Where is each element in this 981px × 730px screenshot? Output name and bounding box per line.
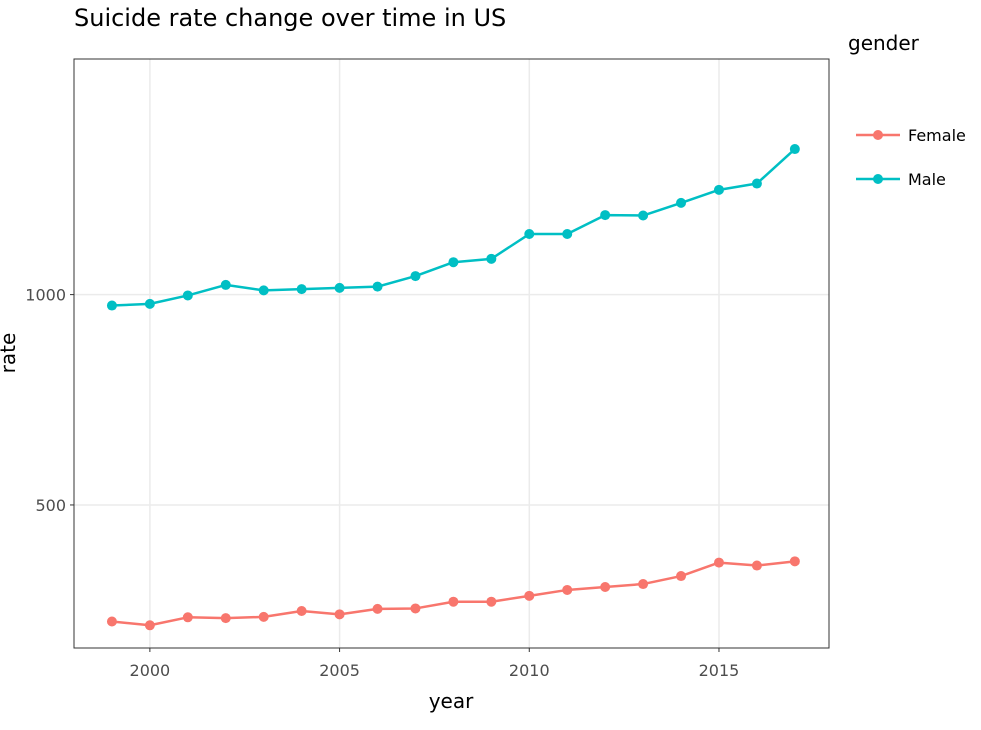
axis-ticks: 2000 2005 2010 2015 500 1000 (25, 286, 739, 680)
legend-title: gender (848, 31, 920, 55)
data-point-male (410, 271, 421, 282)
data-point-male (372, 281, 383, 292)
data-point-female (372, 603, 383, 614)
legend-swatch-marker (873, 174, 883, 184)
y-tick-label: 1000 (25, 286, 66, 305)
data-point-female (676, 571, 687, 582)
data-point-female (600, 581, 611, 592)
data-point-female (524, 590, 535, 601)
x-tick-label: 2005 (319, 661, 360, 680)
x-tick-label: 2015 (699, 661, 740, 680)
data-point-female (486, 596, 497, 607)
data-point-male (751, 178, 762, 189)
x-axis-title: year (429, 689, 474, 713)
series-line-female (111, 560, 795, 627)
data-point-female (144, 620, 155, 631)
data-point-male (562, 229, 573, 240)
legend-label: Male (908, 170, 946, 189)
data-point-male (789, 144, 800, 155)
data-point-male (296, 284, 307, 295)
data-point-female (410, 603, 421, 614)
data-point-female (220, 613, 231, 624)
data-point-female (751, 560, 762, 571)
plot-panel (73, 58, 830, 649)
legend: gender Female Male (848, 31, 966, 189)
data-point-female (562, 584, 573, 595)
data-point-male (600, 210, 611, 221)
legend-item-male: Male (856, 170, 946, 189)
y-tick-label: 500 (35, 496, 66, 515)
data-point-female (296, 605, 307, 616)
data-point-female (713, 557, 724, 568)
data-point-female (334, 609, 345, 620)
series-layer (106, 144, 800, 631)
legend-item-female: Female (856, 126, 966, 145)
data-point-male (182, 290, 193, 301)
chart-title: Suicide rate change over time in US (74, 4, 506, 32)
legend-label: Female (908, 126, 966, 145)
data-point-male (676, 197, 687, 208)
data-point-female (106, 616, 117, 627)
data-point-female (638, 579, 649, 590)
data-point-male (713, 184, 724, 195)
data-point-male (334, 282, 345, 293)
grid-lines (74, 59, 829, 648)
data-point-female (789, 556, 800, 567)
x-tick-label: 2000 (130, 661, 171, 680)
y-axis-title: rate (0, 333, 20, 374)
data-point-male (486, 253, 497, 264)
series-line-male (111, 148, 796, 307)
data-point-female (182, 612, 193, 623)
data-point-male (220, 279, 231, 290)
data-point-male (638, 210, 649, 221)
data-point-male (258, 285, 269, 296)
data-point-female (448, 596, 459, 607)
x-tick-label: 2010 (509, 661, 550, 680)
data-point-male (524, 229, 535, 240)
data-point-male (106, 300, 117, 311)
data-point-male (144, 298, 155, 309)
data-point-female (258, 611, 269, 622)
data-point-male (448, 257, 459, 268)
legend-swatch-marker (873, 130, 883, 140)
